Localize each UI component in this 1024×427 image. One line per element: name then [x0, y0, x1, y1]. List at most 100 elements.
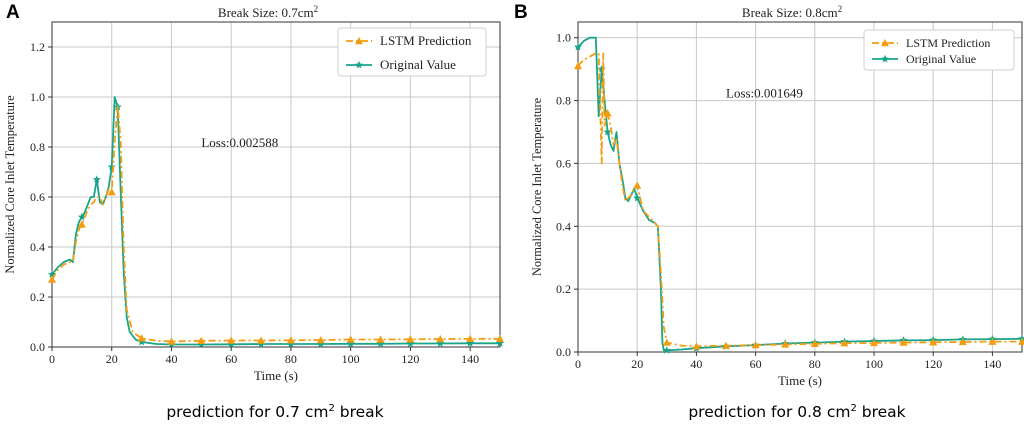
x-axis-label: Time (s): [778, 373, 822, 388]
data-point-lstm-prediction: [346, 335, 355, 343]
caption-b: prediction for 0.8 cm2 break: [688, 403, 906, 422]
x-tick-label: 0: [49, 352, 55, 366]
data-point-lstm-prediction: [227, 336, 236, 344]
data-point-original-value: [406, 339, 415, 347]
data-point-lstm-prediction: [781, 340, 790, 348]
legend-label: LSTM Prediction: [380, 33, 472, 48]
series-line-lstm-prediction: [577, 52, 1022, 348]
series-line-original-value: [577, 36, 1023, 352]
data-point-original-value: [496, 339, 504, 347]
data-point-original-value: [227, 340, 236, 348]
chart-panel-a: 0 20 40 60 80 100 120 140 0.0 0.2 0.4 0.6 0.8 1.0 1.2 B…: [3, 4, 504, 383]
y-tick-label: 1.0: [556, 31, 571, 45]
data-point-original-value: [466, 339, 475, 347]
panel-letter-b: B: [514, 2, 528, 23]
y-tick-label: 0.2: [30, 290, 45, 304]
chart-title: Break Size: 0.8cm2: [742, 4, 842, 20]
data-point-original-value: [376, 339, 385, 348]
gridlines: [577, 22, 1022, 353]
data-point-lstm-prediction: [810, 339, 819, 348]
x-tick-label: 20: [631, 357, 643, 371]
x-tick-label: 60: [750, 357, 762, 371]
data-point-original-value: [574, 42, 582, 51]
data-point-lstm-prediction: [406, 335, 415, 343]
legend: LSTM Prediction Original Value: [863, 29, 1015, 71]
x-tick-label: 100: [342, 352, 360, 366]
chart-panel-b: 0 20 40 60 80 100 120 140 0.0 0.2 0.4 0.6 0.8 1.0 Brea…: [530, 4, 1024, 388]
data-point-lstm-prediction: [899, 338, 908, 346]
data-point-lstm-prediction: [662, 338, 671, 346]
data-point-original-value: [662, 346, 671, 354]
data-point-original-value: [597, 64, 606, 73]
y-tick-label: 0.4: [30, 240, 45, 254]
data-point-lstm-prediction: [107, 188, 116, 196]
x-tick-label: 120: [401, 352, 419, 366]
legend-marker-triangle: [355, 37, 363, 45]
data-point-lstm-prediction: [496, 334, 504, 342]
legend-marker-star: [355, 60, 363, 69]
data-point-lstm-prediction: [988, 337, 997, 345]
data-point-lstm-prediction: [722, 341, 730, 349]
panel-letter-a: A: [6, 2, 20, 23]
legend-label: LSTM Prediction: [906, 36, 990, 50]
data-point-original-value: [286, 339, 295, 348]
data-point-lstm-prediction: [633, 181, 642, 189]
legend-marker-triangle: [881, 39, 889, 47]
x-axis-label: Time (s): [254, 368, 298, 383]
data-point-lstm-prediction: [77, 220, 86, 228]
data-point-lstm-prediction: [257, 336, 266, 344]
x-tick-label: 0: [575, 357, 581, 371]
y-tick-label: 0.4: [556, 219, 571, 233]
y-axis-label: Normalized Core Inlet Temperature: [530, 97, 544, 276]
data-point-lstm-prediction: [436, 335, 445, 343]
legend: LSTM Prediction Original Value: [337, 27, 487, 77]
y-tick-label: 0.6: [30, 190, 45, 204]
series-lstm-prediction: [574, 52, 1024, 350]
data-point-lstm-prediction: [574, 62, 582, 70]
x-tick-label: 40: [165, 352, 177, 366]
data-point-original-value: [436, 339, 445, 347]
chart-title: Break Size: 0.7cm2: [218, 4, 318, 20]
x-tick-label: 80: [809, 357, 821, 371]
y-tick-label: 1.0: [30, 90, 45, 104]
data-point-lstm-prediction: [137, 334, 146, 342]
plot-frame: [51, 21, 501, 348]
x-tick-label: 20: [106, 352, 118, 366]
x-tick-label: 120: [924, 357, 942, 371]
y-tick-label: 0.2: [556, 282, 571, 296]
plot-frame: [577, 21, 1023, 353]
data-point-original-value: [633, 193, 642, 202]
data-point-original-value: [316, 339, 325, 348]
data-point-original-value: [137, 337, 146, 346]
legend-box: [337, 27, 487, 77]
x-tick-label: 140: [461, 352, 479, 366]
legend-box: [863, 29, 1015, 71]
data-point-lstm-prediction: [48, 275, 56, 283]
legend-marker-star: [881, 54, 889, 63]
series-line-lstm-prediction: [51, 103, 500, 343]
legend-label: Original Value: [380, 57, 456, 72]
data-point-lstm-prediction: [1018, 337, 1024, 345]
data-point-original-value: [77, 212, 86, 221]
data-point-lstm-prediction: [870, 338, 878, 347]
data-point-lstm-prediction: [692, 342, 701, 350]
y-tick-label: 0.8: [556, 94, 571, 108]
figure-canvas: 0 20 40 60 80 100 120 140 0.0 0.2 0.4 0.6 0.8 1.0 1.2 B…: [3, 4, 1024, 388]
data-point-lstm-prediction: [167, 337, 176, 345]
x-tick-label: 40: [690, 357, 702, 371]
x-tick-label: 140: [983, 357, 1001, 371]
data-point-lstm-prediction: [958, 337, 967, 346]
data-point-lstm-prediction: [376, 335, 385, 343]
caption-a: prediction for 0.7 cm2 break: [166, 403, 384, 422]
data-point-lstm-prediction: [929, 338, 938, 346]
data-point-original-value: [92, 175, 101, 183]
y-tick-label: 0.8: [30, 140, 45, 154]
y-tick-label: 0.0: [556, 345, 571, 359]
data-point-lstm-prediction: [840, 339, 849, 347]
y-tick-label: 0.6: [556, 156, 571, 170]
data-point-lstm-prediction: [603, 109, 612, 117]
data-point-lstm-prediction: [751, 341, 760, 349]
loss-annotation: Loss:0.002588: [201, 135, 278, 150]
y-tick-label: 0.0: [30, 340, 45, 354]
x-tick-label: 60: [225, 352, 237, 366]
